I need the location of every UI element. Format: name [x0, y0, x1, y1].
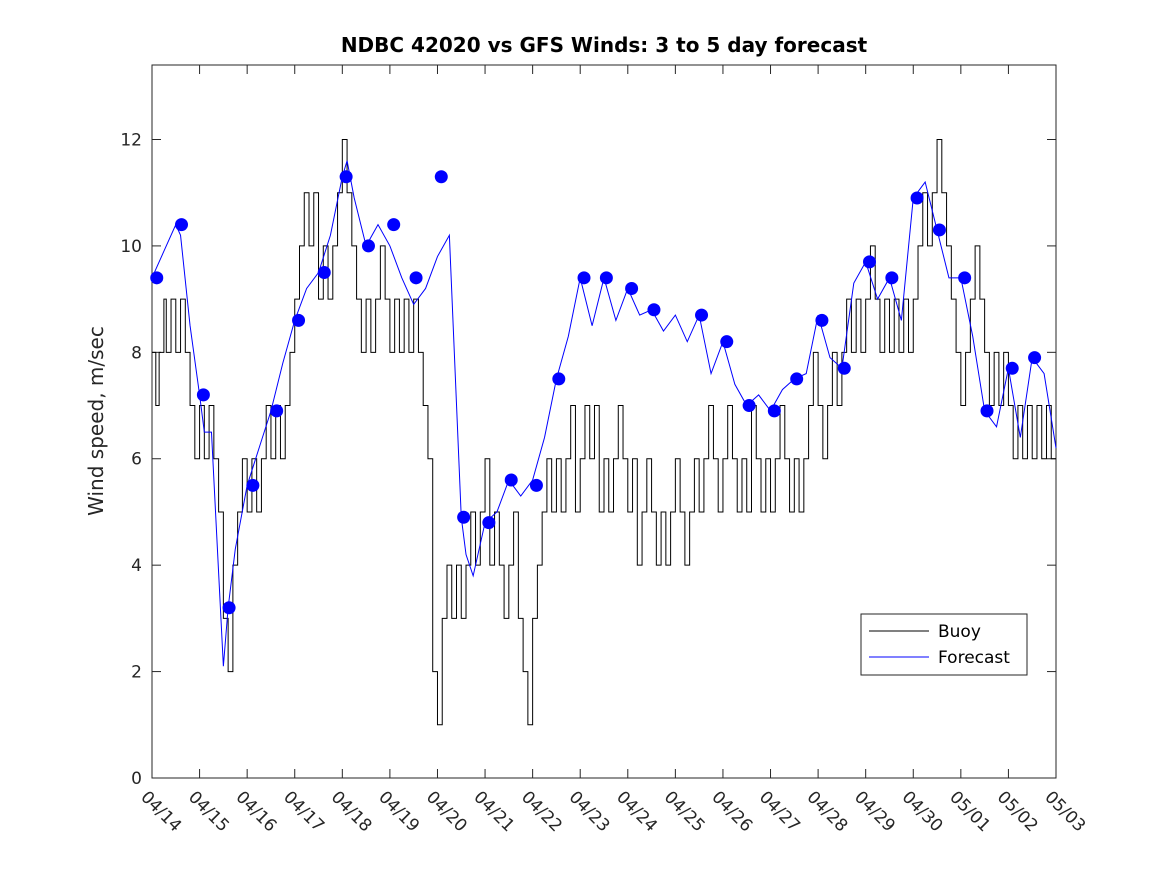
forecast-line [151, 160, 1057, 667]
forecast-point [625, 281, 639, 295]
forecast-point [910, 191, 924, 205]
forecast-point [222, 601, 236, 615]
forecast-point [577, 271, 591, 285]
forecast-point [292, 313, 306, 327]
forecast-point [552, 372, 566, 386]
forecast-point [246, 478, 260, 492]
forecast-point [409, 271, 423, 285]
forecast-point [317, 266, 331, 280]
forecast-point [790, 372, 804, 386]
y-tick-label: 10 [120, 237, 142, 257]
forecast-point [457, 510, 471, 524]
forecast-point [958, 271, 972, 285]
forecast-point [387, 218, 401, 232]
forecast-point [932, 223, 946, 237]
forecast-point [434, 170, 448, 184]
forecast-point [695, 308, 709, 322]
forecast-point [742, 399, 756, 413]
y-tick-label: 4 [131, 556, 142, 576]
buoy-series [152, 138, 1056, 726]
y-axis-label: Wind speed, m/sec [84, 326, 108, 516]
forecast-point [1028, 351, 1042, 365]
forecast-point [150, 271, 164, 285]
forecast-point [196, 388, 210, 402]
legend-box [860, 613, 1028, 676]
forecast-point [980, 404, 994, 418]
y-tick-label: 2 [131, 663, 142, 683]
legend: Buoy Forecast [860, 613, 1028, 676]
forecast-point [599, 271, 613, 285]
forecast-series [151, 160, 1057, 667]
forecast-point [504, 473, 518, 487]
forecast-markers [150, 170, 1042, 615]
forecast-point [361, 239, 375, 253]
forecast-point [174, 218, 188, 232]
forecast-point [767, 404, 781, 418]
y-axis-ticks: 0 2 4 6 8 10 12 [120, 130, 1056, 789]
y-tick-label: 12 [120, 130, 142, 150]
forecast-point [862, 255, 876, 269]
forecast-point [837, 361, 851, 375]
forecast-point [1005, 361, 1019, 375]
legend-forecast-label: Forecast [938, 648, 1010, 668]
y-tick-label: 0 [131, 769, 142, 789]
forecast-point [482, 516, 496, 530]
forecast-point [885, 271, 899, 285]
legend-buoy-label: Buoy [938, 622, 981, 642]
buoy-line [152, 138, 1056, 726]
forecast-point [647, 303, 661, 317]
forecast-point [815, 313, 829, 327]
chart-title: NDBC 42020 vs GFS Winds: 3 to 5 day fore… [341, 33, 868, 57]
forecast-point [720, 335, 734, 349]
y-tick-label: 8 [131, 343, 142, 363]
forecast-point [270, 404, 284, 418]
forecast-point [339, 170, 353, 184]
forecast-point [529, 478, 543, 492]
y-tick-label: 6 [131, 450, 142, 470]
